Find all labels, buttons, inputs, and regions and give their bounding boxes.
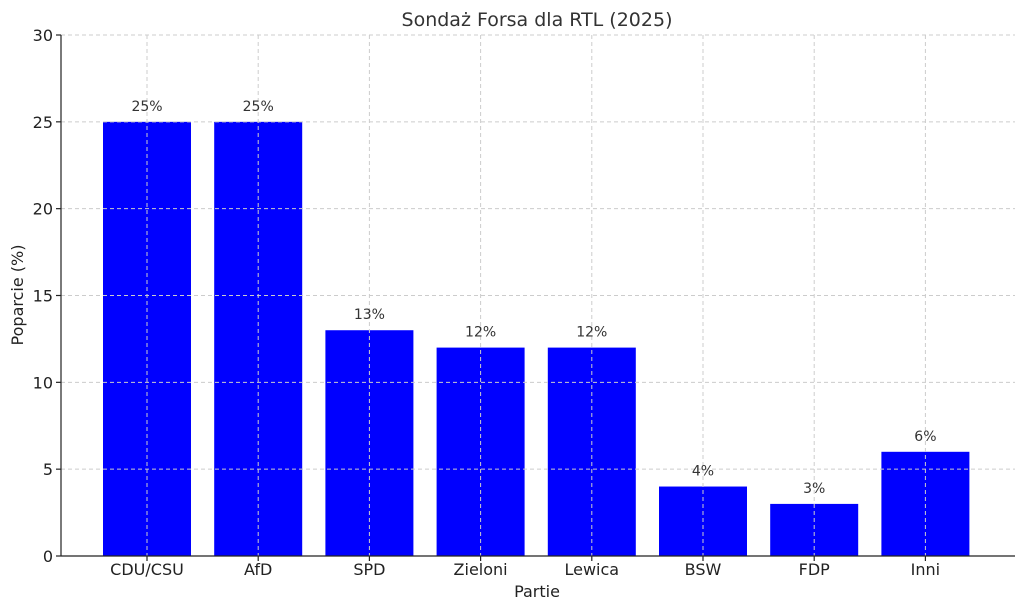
y-tick-label-4: 20 xyxy=(33,200,53,219)
y-tick-label-5: 25 xyxy=(33,113,53,132)
axes-layer: 0 5 10 15 20 25 30 CDU/CSU AfD SPD Zieloni Lewica BS… xyxy=(33,26,1015,579)
data-label-2: 13% xyxy=(354,307,385,323)
data-label-7: 6% xyxy=(914,429,936,445)
x-tick-label-7: Inni xyxy=(911,560,940,579)
x-tick-label-2: SPD xyxy=(353,560,385,579)
x-tick-label-1: AfD xyxy=(244,560,272,579)
x-tick-label-3: Zieloni xyxy=(454,560,508,579)
bars-layer xyxy=(103,121,970,556)
y-tick-label-0: 0 xyxy=(43,547,53,566)
y-tick-label-3: 15 xyxy=(33,287,53,306)
x-tick-label-5: BSW xyxy=(685,560,722,579)
x-tick-label-6: FDP xyxy=(799,560,831,579)
grid-layer xyxy=(61,34,1015,556)
data-label-1: 25% xyxy=(243,99,274,115)
y-tick-label-1: 5 xyxy=(43,460,53,479)
y-axis-label: Poparcie (%) xyxy=(8,245,27,346)
x-axis-label: Partie xyxy=(514,582,560,601)
data-label-6: 3% xyxy=(803,481,825,497)
data-labels-layer: 25% 25% 13% 12% 12% 4% 3% 6% xyxy=(131,99,936,497)
y-tick-label-2: 10 xyxy=(33,373,53,392)
data-label-5: 4% xyxy=(692,464,714,480)
y-tick-label-6: 30 xyxy=(33,26,53,45)
data-label-4: 12% xyxy=(576,325,607,341)
x-tick-label-0: CDU/CSU xyxy=(110,560,184,579)
chart-title: Sondaż Forsa dla RTL (2025) xyxy=(402,9,673,31)
x-tick-label-4: Lewica xyxy=(564,560,619,579)
data-label-0: 25% xyxy=(131,99,162,115)
data-label-3: 12% xyxy=(465,325,496,341)
